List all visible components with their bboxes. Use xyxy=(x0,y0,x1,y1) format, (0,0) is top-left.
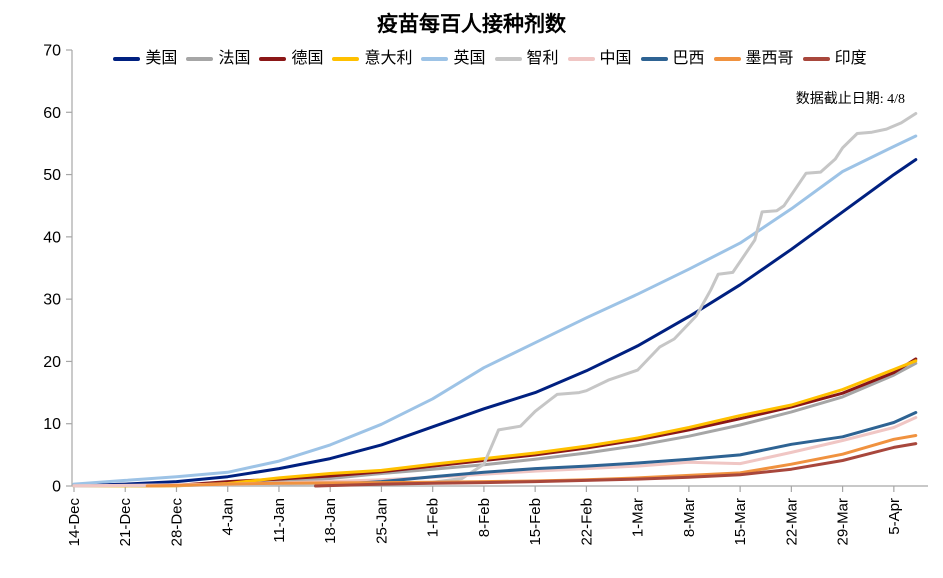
legend-item-0: 美国 xyxy=(113,51,177,67)
legend-swatch xyxy=(186,57,214,61)
x-tick-label: 22-Mar xyxy=(783,498,800,546)
x-tick-label: 4-Jan xyxy=(220,498,237,536)
x-tick-label: 28-Dec xyxy=(168,498,185,547)
x-tick-label: 15-Feb xyxy=(527,498,544,546)
series-line-印度 xyxy=(314,442,918,488)
axes xyxy=(71,50,928,487)
legend-swatch xyxy=(494,57,522,61)
y-tick-label: 10 xyxy=(43,416,61,433)
legend-label: 美国 xyxy=(145,50,178,67)
legend-label: 印度 xyxy=(834,50,867,67)
series-line-德国 xyxy=(72,357,918,488)
y-tick-label: 0 xyxy=(52,479,61,496)
legend-label: 意大利 xyxy=(364,50,413,67)
legend-item-1: 法国 xyxy=(186,51,250,67)
data-cutoff-note: 数据截止日期: 4/8 xyxy=(795,92,905,107)
x-tick-label: 14-Dec xyxy=(66,498,83,547)
x-tick-label: 29-Mar xyxy=(835,498,852,546)
y-tick-label: 60 xyxy=(43,105,61,122)
x-tick-label: 8-Mar xyxy=(681,498,698,537)
series-line-意大利 xyxy=(72,359,918,488)
legend-swatch xyxy=(332,57,360,61)
legend-label: 德国 xyxy=(291,50,324,67)
legend-swatch xyxy=(802,57,830,61)
x-tick-label: 21-Dec xyxy=(117,498,134,547)
legend-item-4: 英国 xyxy=(421,50,486,67)
series-line-美国 xyxy=(72,158,918,488)
y-tick-label: 50 xyxy=(43,167,61,184)
legend-item-6: 中国 xyxy=(567,50,632,67)
series-lines xyxy=(72,112,918,488)
legend-swatch xyxy=(421,57,449,61)
x-tick-label: 15-Mar xyxy=(732,498,749,546)
legend-swatch xyxy=(713,57,741,61)
legend-label: 中国 xyxy=(599,50,632,67)
x-tick-label: 11-Jan xyxy=(271,498,288,543)
legend-item-2: 德国 xyxy=(259,51,323,67)
series-line-法国 xyxy=(72,361,918,488)
y-tick-label: 40 xyxy=(43,229,61,246)
y-tick-label: 70 xyxy=(43,43,61,60)
x-tick-label: 18-Jan xyxy=(322,498,339,544)
legend-swatch xyxy=(113,57,141,61)
series-line-智利 xyxy=(72,112,918,488)
x-tick-label: 1-Mar xyxy=(630,498,647,537)
x-tick-label: 8-Feb xyxy=(476,498,493,537)
legend-item-7: 巴西 xyxy=(640,50,705,67)
x-tick-label: 25-Jan xyxy=(373,498,390,544)
y-tick-label: 20 xyxy=(43,354,61,371)
legend-item-8: 墨西哥 xyxy=(713,50,794,67)
legend-swatch xyxy=(259,57,287,61)
chart-title: 疫苗每百人接种剂数 xyxy=(377,12,566,36)
chart-legend: 美国 法国 德国 意大利 英国 智利 中国 巴西 墨西哥 印度 xyxy=(60,48,920,70)
legend-item-9: 印度 xyxy=(802,50,867,67)
legend-swatch xyxy=(567,57,595,61)
x-tick-label: 1-Feb xyxy=(425,498,442,537)
legend-label: 巴西 xyxy=(672,50,705,67)
series-line-巴西 xyxy=(314,411,918,488)
legend-label: 墨西哥 xyxy=(745,50,794,67)
y-axis-ticks: 0 10 20 30 40 50 60 70 xyxy=(43,43,72,496)
legend-label: 英国 xyxy=(453,50,486,67)
legend-item-5: 智利 xyxy=(494,50,559,67)
legend-label: 智利 xyxy=(526,50,559,67)
y-tick-label: 30 xyxy=(43,292,61,309)
x-axis-ticks: 14-Dec 21-Dec 28-Dec 4-Jan 11-Jan 18-Jan 25-Ja… xyxy=(66,486,903,546)
legend-label: 法国 xyxy=(218,50,251,67)
series-line-英国 xyxy=(72,134,918,486)
legend-item-3: 意大利 xyxy=(332,51,412,67)
x-tick-label: 22-Feb xyxy=(578,498,595,546)
x-tick-label: 5-Apr xyxy=(886,498,903,535)
legend-swatch xyxy=(640,57,668,61)
